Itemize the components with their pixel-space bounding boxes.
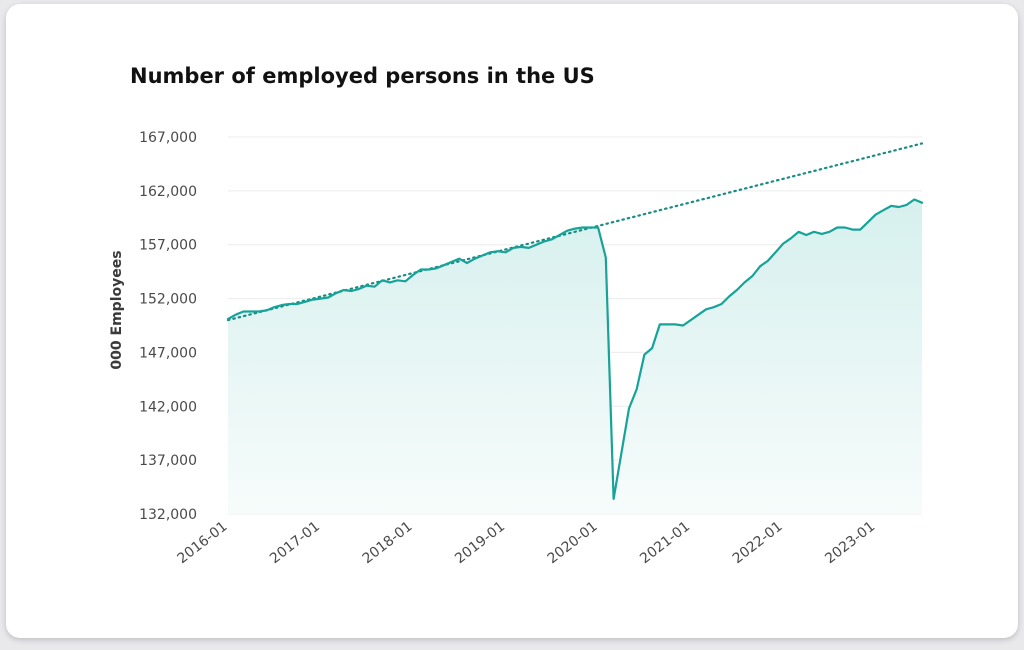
series-area	[228, 199, 922, 514]
area-layer	[228, 199, 922, 514]
x-tick-label: 2023-01	[822, 519, 878, 568]
y-tick-label: 152,000	[139, 292, 197, 308]
trendline	[226, 142, 924, 322]
x-tick-label: 2016-01	[175, 519, 231, 568]
y-tick-label: 162,000	[139, 184, 197, 200]
chart-title: Number of employed persons in the US	[130, 64, 595, 88]
y-tick-label: 142,000	[139, 399, 197, 415]
trendline-layer	[226, 142, 924, 322]
series-line	[226, 198, 924, 500]
y-axis-title: 000 Employees	[109, 250, 125, 369]
x-tick-label: 2020-01	[545, 519, 601, 568]
x-tick-label: 2017-01	[267, 519, 323, 568]
y-tick-labels: 132,000 137,000 142,000 147,000 152,000 157,0…	[139, 130, 197, 523]
y-tick-label: 147,000	[139, 345, 197, 361]
x-tick-label: 2021-01	[637, 519, 693, 568]
x-tick-labels: 2016-01 2017-01 2018-01 2019-01 2020-01 2021-…	[175, 519, 879, 568]
y-tick-label: 167,000	[139, 130, 197, 146]
line-layer	[226, 198, 924, 500]
x-tick-label: 2019-01	[452, 519, 508, 568]
y-tick-label: 137,000	[139, 453, 197, 469]
y-tick-label: 132,000	[139, 507, 197, 523]
x-tick-label: 2018-01	[360, 519, 416, 568]
x-tick-label: 2022-01	[730, 519, 786, 568]
y-tick-label: 157,000	[139, 238, 197, 254]
